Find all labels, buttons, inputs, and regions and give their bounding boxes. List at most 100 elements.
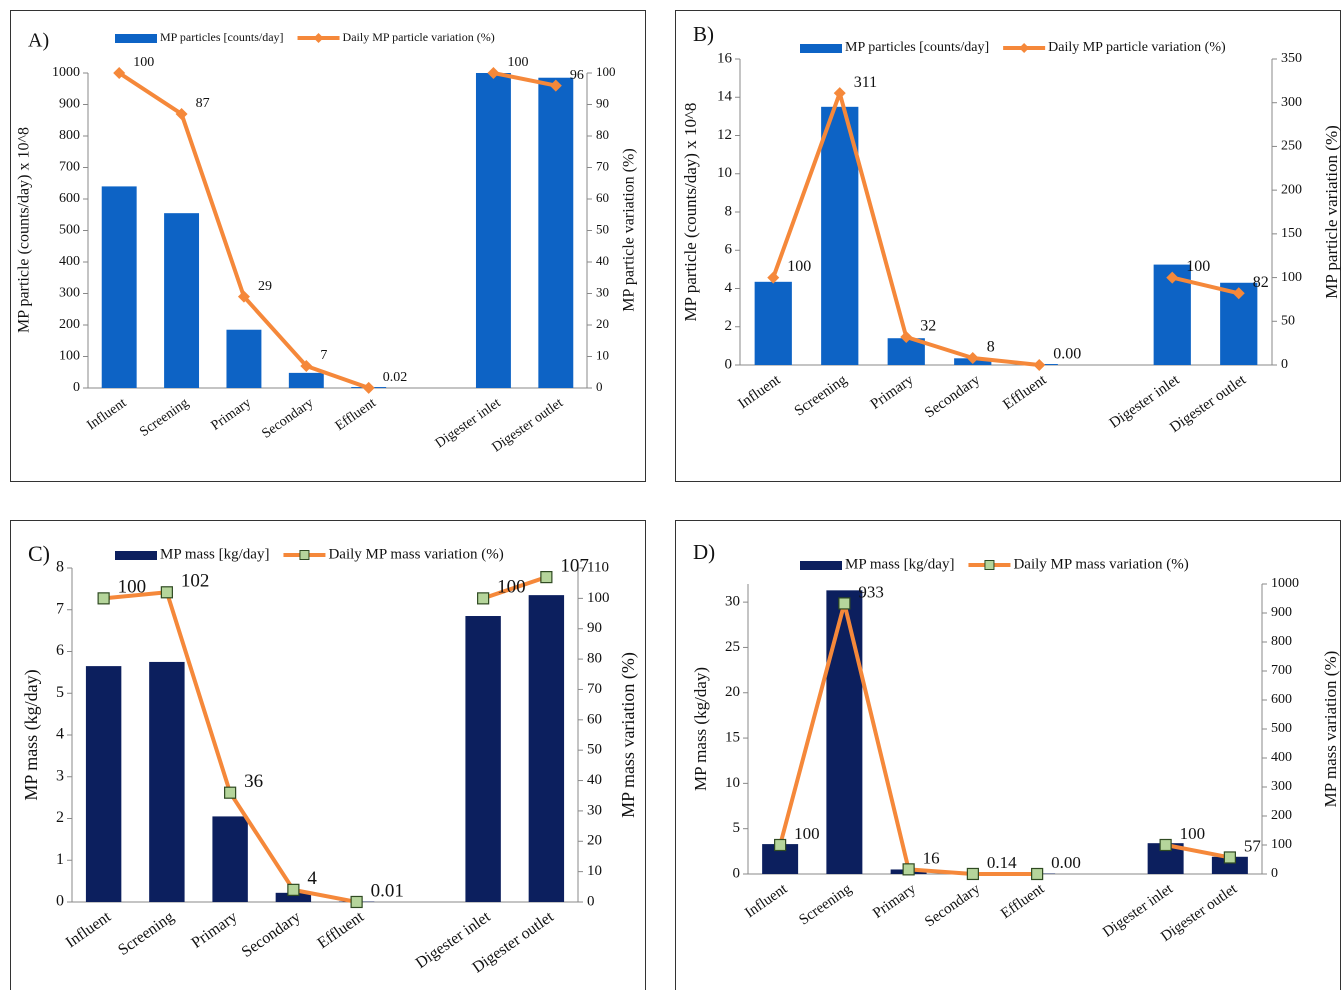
line-marker xyxy=(477,592,490,605)
value-label: 0.00 xyxy=(1051,853,1081,872)
y2-axis-label: MP mass variation (%) xyxy=(618,652,639,818)
x-tick-label: Primary xyxy=(870,881,919,922)
y2-tick-label: 10 xyxy=(587,863,602,879)
line-marker xyxy=(833,87,846,100)
y2-tick-label: 100 xyxy=(596,64,616,79)
y2-tick-label: 60 xyxy=(596,190,609,205)
line-marker xyxy=(224,786,237,799)
line-marker xyxy=(160,586,173,599)
y2-tick-label: 0 xyxy=(596,379,603,394)
bar xyxy=(538,77,574,388)
y2-tick-label: 70 xyxy=(587,681,602,697)
y-tick-label: 600 xyxy=(59,191,80,206)
y2-tick-label: 150 xyxy=(1281,226,1302,241)
line-marker xyxy=(966,867,979,881)
y2-tick-label: 50 xyxy=(596,221,609,236)
line-marker xyxy=(1223,851,1236,864)
line-marker xyxy=(838,597,851,610)
y-tick-label: 2 xyxy=(725,318,733,334)
line-marker xyxy=(1166,271,1179,284)
legend-label: Daily MP mass variation (%) xyxy=(1013,556,1188,572)
x-tick-label: Primary xyxy=(868,372,917,413)
line-marker xyxy=(774,838,787,852)
line-marker xyxy=(97,592,110,605)
line-marker xyxy=(487,67,500,79)
y-tick-label: 1 xyxy=(56,851,64,868)
bar xyxy=(754,281,792,365)
y-tick-label: 25 xyxy=(725,639,740,655)
y-tick-label: 3 xyxy=(56,767,64,784)
line-marker xyxy=(237,290,250,303)
value-label: 36 xyxy=(244,771,263,792)
x-tick-label: Primary xyxy=(209,396,255,434)
bar xyxy=(465,616,501,902)
y-axis-label: MP mass (kg/day) xyxy=(21,669,42,800)
panel-title: C) xyxy=(28,541,50,566)
panel-title: B) xyxy=(693,22,714,46)
y-tick-label: 5 xyxy=(56,684,64,701)
legend-swatch xyxy=(800,44,842,53)
x-tick-label: Screening xyxy=(796,881,855,929)
value-label: 29 xyxy=(258,279,272,294)
y2-tick-label: 30 xyxy=(596,284,609,299)
value-label: 87 xyxy=(196,96,210,111)
y-tick-label: 400 xyxy=(59,254,80,269)
y2-tick-label: 0 xyxy=(587,893,595,909)
bar xyxy=(826,590,863,874)
value-label: 100 xyxy=(1186,258,1210,275)
x-tick-label: Secondary xyxy=(259,396,316,442)
y2-tick-label: 200 xyxy=(1281,182,1302,197)
bar xyxy=(275,892,312,902)
y2-tick-label: 50 xyxy=(1281,314,1295,329)
value-label: 100 xyxy=(787,258,811,275)
y-tick-label: 300 xyxy=(59,286,80,301)
line-marker xyxy=(350,895,363,909)
y2-tick-label: 100 xyxy=(587,590,610,606)
y2-tick-label: 0 xyxy=(1281,357,1288,372)
y-tick-label: 4 xyxy=(56,726,64,743)
legend-swatch xyxy=(115,34,157,43)
bar xyxy=(288,372,324,388)
y-tick-label: 0 xyxy=(733,865,741,881)
y-axis-label: MP mass (kg/day) xyxy=(691,667,710,791)
x-tick-label: Screening xyxy=(137,396,191,440)
legend-marker xyxy=(299,550,310,560)
x-tick-label: Secondary xyxy=(239,908,304,961)
x-tick-label: Influent xyxy=(735,372,784,413)
legend-label: MP mass [kg/day] xyxy=(845,556,954,572)
x-tick-label: Secondary xyxy=(922,881,983,931)
y2-tick-label: 40 xyxy=(596,253,609,268)
bar xyxy=(821,106,859,365)
legend-label: MP particles [counts/day] xyxy=(845,40,989,55)
value-label: 933 xyxy=(858,582,884,601)
line-marker xyxy=(362,381,375,394)
value-label: 0.00 xyxy=(1053,346,1081,363)
bar xyxy=(164,213,200,388)
y-tick-label: 500 xyxy=(59,223,80,238)
x-tick-label: Influent xyxy=(742,881,791,922)
line-marker xyxy=(1031,867,1044,881)
y2-axis-label: MP mass variation (%) xyxy=(1321,651,1340,808)
y2-tick-label: 200 xyxy=(1271,808,1292,823)
y-tick-label: 800 xyxy=(59,128,80,143)
value-label: 107 xyxy=(560,555,589,576)
value-label: 100 xyxy=(507,55,528,70)
y-tick-label: 5 xyxy=(733,820,741,836)
line-marker xyxy=(287,883,300,896)
value-label: 0.02 xyxy=(383,370,408,385)
y-tick-label: 0 xyxy=(725,356,733,372)
line-marker xyxy=(900,331,913,344)
y2-tick-label: 110 xyxy=(587,559,609,575)
line-marker xyxy=(175,107,188,120)
bar xyxy=(101,186,137,388)
y2-tick-label: 700 xyxy=(1271,663,1292,678)
y2-tick-label: 20 xyxy=(587,833,602,849)
line-marker xyxy=(300,359,313,372)
y2-tick-label: 80 xyxy=(587,651,602,667)
y2-tick-label: 80 xyxy=(596,127,609,142)
line-marker xyxy=(1232,287,1245,300)
y-tick-label: 900 xyxy=(59,97,80,112)
bar xyxy=(226,329,262,388)
legend-swatch xyxy=(800,561,842,570)
y-tick-label: 12 xyxy=(717,127,732,143)
